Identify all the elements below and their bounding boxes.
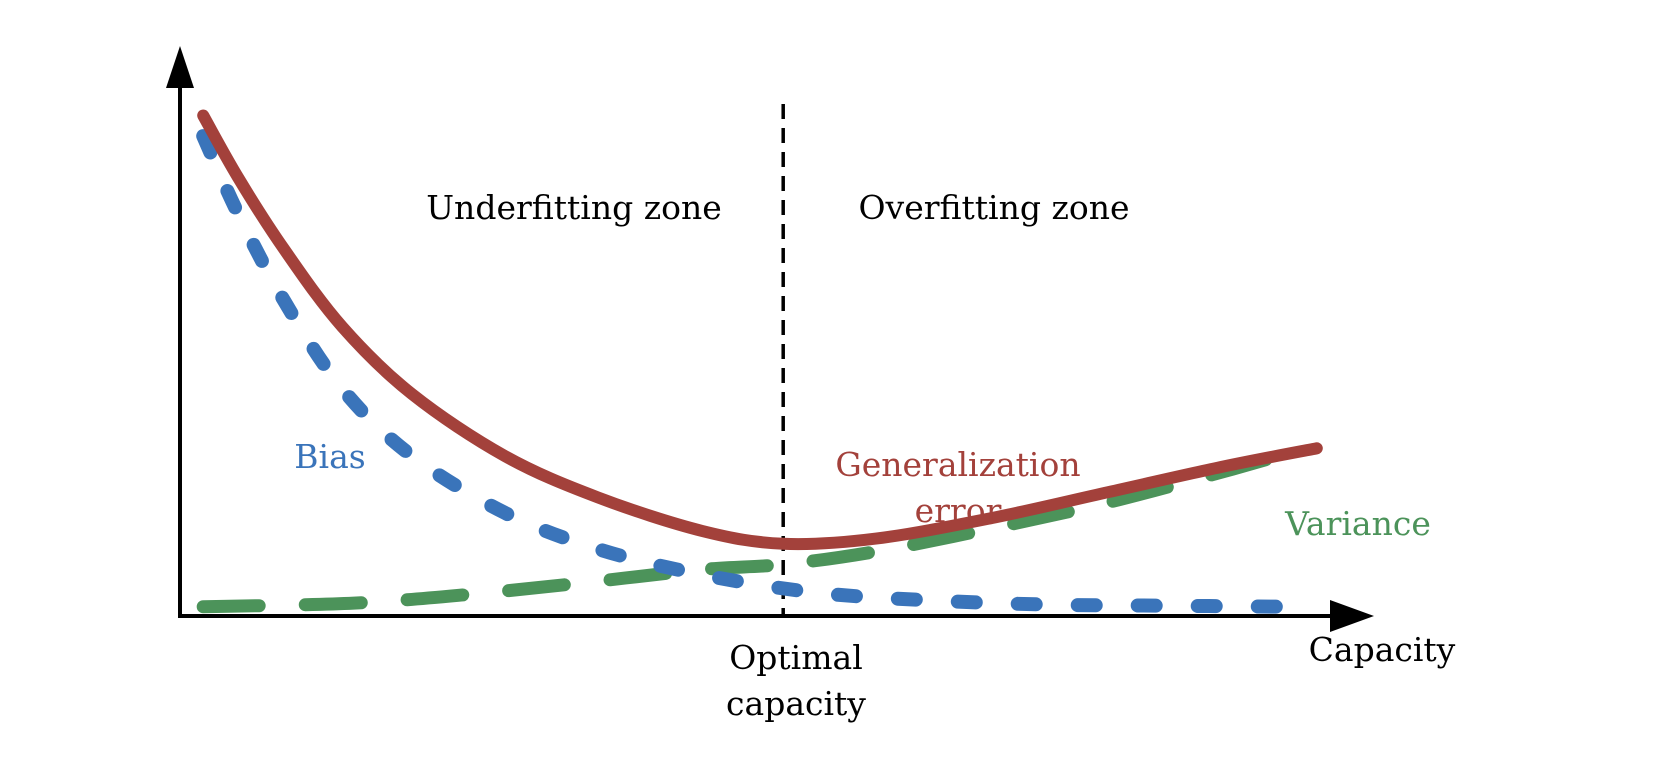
series-label-bias: Bias xyxy=(294,437,365,476)
series-line-generalization-error xyxy=(197,109,1323,551)
x-axis-label: Capacity xyxy=(1309,630,1456,669)
x-axis-arrow-icon xyxy=(1330,600,1374,632)
series-line-bias xyxy=(196,129,1289,614)
series-label-generalization-line2: error xyxy=(915,491,1002,530)
series-label-generalization-line1: Generalization xyxy=(835,445,1080,484)
series-line-variance xyxy=(196,441,1312,614)
underfitting-zone-label: Underfitting zone xyxy=(426,188,722,227)
series-label-variance: Variance xyxy=(1284,504,1431,543)
overfitting-zone-label: Overfitting zone xyxy=(859,188,1130,227)
optimal-capacity-label-line2: capacity xyxy=(726,684,866,723)
y-axis-arrow-icon xyxy=(166,46,194,88)
series-layer xyxy=(196,109,1323,614)
optimal-capacity-label-line1: Optimal xyxy=(729,638,863,677)
